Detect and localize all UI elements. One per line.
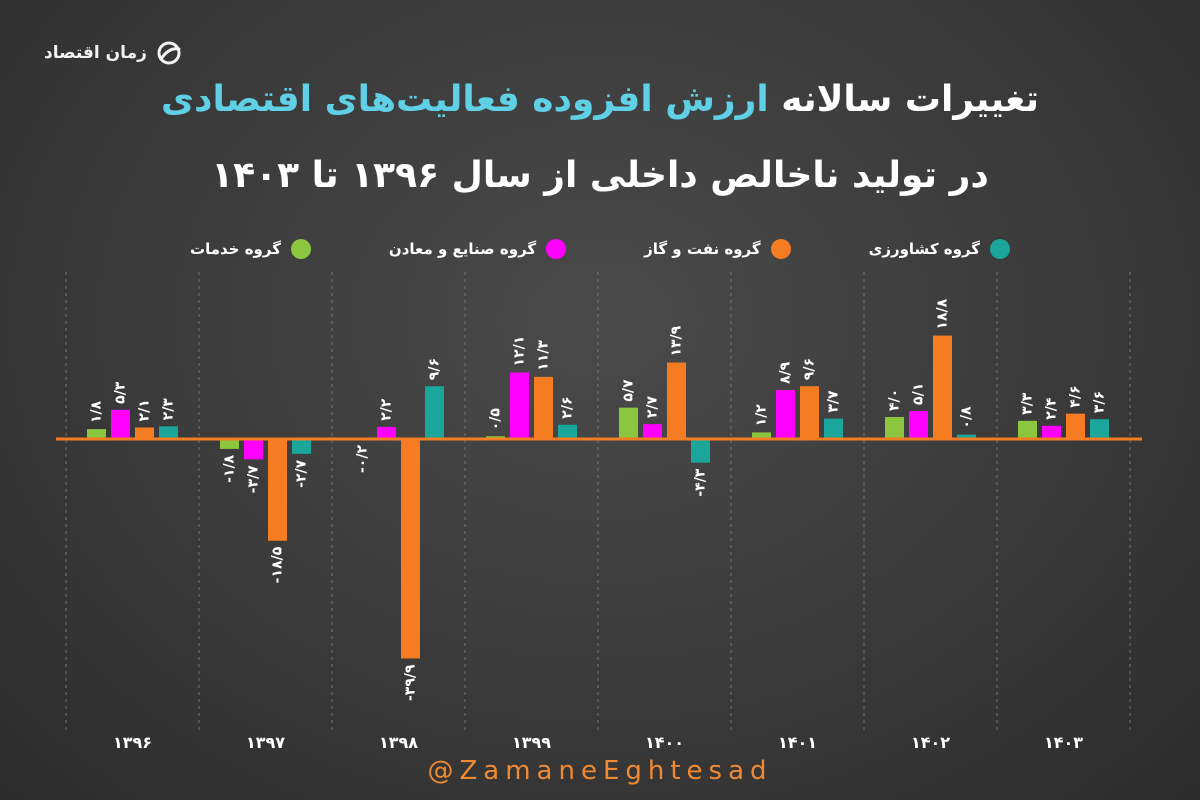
data-label: ۳/۶: [1092, 391, 1108, 413]
data-label: ۲/۲: [379, 398, 395, 421]
data-label: ۰/۵: [488, 408, 504, 431]
data-label: ۱/۲: [754, 404, 770, 427]
bar: [691, 439, 710, 463]
brand-name: زمان اقتصاد: [44, 43, 147, 63]
data-label: -۴/۳: [693, 468, 709, 496]
logo-icon: [155, 39, 183, 67]
legend-item-agriculture: گروه کشاورزی: [869, 239, 1010, 259]
bar: [885, 417, 904, 439]
bar: [87, 429, 106, 439]
title-highlight: ارزش افزوده فعالیت‌های اقتصادی: [160, 79, 769, 120]
legend-item-oil: گروه نفت و گاز: [644, 239, 791, 259]
category-label: ۱۴۰۱: [778, 733, 817, 752]
data-label: -۰/۲: [355, 445, 371, 473]
bar: [558, 424, 577, 439]
bar: [752, 432, 771, 439]
bar: [619, 407, 638, 439]
bar: [425, 386, 444, 439]
category-label: ۱۴۰۳: [1044, 733, 1083, 752]
bar: [643, 424, 662, 439]
legend-swatch-agriculture: [990, 239, 1010, 259]
data-label: ۵/۳: [113, 381, 129, 404]
brand-logo: زمان اقتصاد: [44, 36, 204, 70]
bar: [824, 418, 843, 439]
data-label: ۱۸/۸: [935, 298, 951, 329]
legend-item-industry: گروه صنایع و معادن: [388, 239, 567, 259]
data-label: -۲/۷: [294, 459, 310, 487]
chart-legend: گروه خدمات گروه صنایع و معادن گروه نفت و…: [190, 232, 1010, 266]
data-label: -۱/۸: [222, 454, 238, 482]
data-label: ۲/۶: [560, 396, 576, 418]
legend-swatch-oil: [770, 239, 791, 259]
data-label: ۲/۴: [1044, 397, 1060, 420]
category-label: ۱۳۹۶: [113, 733, 152, 752]
bar: [776, 390, 795, 439]
data-label: ۱۲/۱: [512, 336, 528, 367]
chart-title: تغییرات سالانه ارزش افزوده فعالیت‌های اق…: [0, 74, 1200, 126]
bar: [292, 439, 311, 454]
bar: [111, 409, 130, 439]
bar: [933, 335, 952, 439]
legend-swatch-services: [290, 239, 311, 259]
bar: [159, 426, 178, 439]
category-label: ۱۳۹۸: [379, 733, 418, 752]
legend-item-services: گروه خدمات: [190, 239, 311, 259]
data-label: ۴/۰: [887, 389, 903, 411]
data-label: -۳/۷: [246, 465, 262, 493]
legend-label-agriculture: گروه کشاورزی: [868, 240, 980, 258]
legend-label-oil: گروه نفت و گاز: [644, 240, 761, 258]
watermark-handle: @ZamaneEghtesad: [427, 756, 773, 786]
data-label: ۲/۷: [645, 395, 661, 418]
category-label: ۱۴۰۰: [645, 733, 684, 752]
data-label: ۴/۶: [1068, 385, 1084, 407]
bar: [1066, 413, 1085, 439]
data-label: -۳۹/۹: [403, 664, 419, 701]
bar: [534, 376, 553, 439]
bar: [401, 439, 420, 659]
title-text: تغییرات سالانه: [781, 79, 1040, 120]
data-label: ۱۱/۳: [536, 340, 552, 371]
bar: [510, 372, 529, 439]
bar: [800, 386, 819, 439]
legend-swatch-industry: [546, 239, 567, 259]
bar: [1042, 425, 1061, 439]
data-label: ۵/۷: [621, 379, 637, 402]
data-label: ۸/۹: [778, 361, 794, 384]
data-label: ۵/۱: [911, 383, 927, 405]
legend-label-industry: گروه صنایع و معادن: [388, 240, 537, 258]
data-label: ۲/۳: [161, 398, 177, 421]
data-label: ۳/۳: [1020, 392, 1036, 415]
bar: [667, 362, 686, 439]
bar: [220, 439, 239, 449]
bar: [1018, 420, 1037, 439]
bar: [244, 439, 263, 460]
category-label: ۱۴۰۲: [911, 733, 950, 752]
bar: [268, 439, 287, 541]
data-label: -۱۸/۵: [270, 546, 286, 583]
data-label: ۰/۸: [959, 406, 975, 429]
bar: [377, 426, 396, 439]
data-label: ۱/۸: [89, 400, 105, 423]
category-label: ۱۳۹۹: [512, 733, 551, 752]
chart-subtitle: در تولید ناخالص داخلی از سال ۱۳۹۶ تا ۱۴۰…: [211, 155, 989, 196]
data-label: ۹/۶: [802, 358, 818, 380]
category-label: ۱۳۹۷: [246, 733, 285, 752]
data-label: ۱۳/۹: [669, 325, 685, 356]
bar: [1090, 419, 1109, 439]
bar: [909, 410, 928, 439]
data-label: ۲/۱: [137, 399, 153, 421]
bar: [135, 427, 154, 439]
legend-label-services: گروه خدمات: [190, 240, 281, 258]
data-label: ۳/۷: [826, 390, 842, 413]
data-label: ۹/۶: [427, 358, 443, 380]
bar: [957, 434, 976, 439]
